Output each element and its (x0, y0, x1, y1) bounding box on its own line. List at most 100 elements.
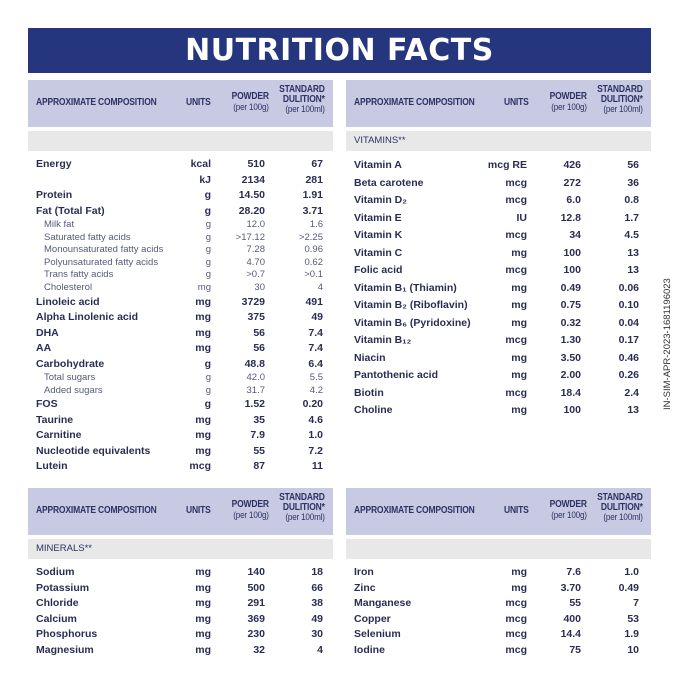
nutrient-name: Fat (Total Fat) (36, 204, 105, 217)
standard-value: 0.17 (618, 334, 639, 346)
standard-value: 1.7 (624, 211, 639, 224)
nutrient-name: Vitamin B₁₂ (354, 334, 412, 346)
table-row: Magnesium mg 32 4 (28, 643, 333, 659)
unit: mg (195, 581, 211, 594)
powder-sub: (per 100g) (233, 510, 269, 521)
nutrient-name: Added sugars (44, 384, 103, 396)
standard-value: 2.4 (624, 386, 639, 399)
header-units: UNITS (504, 505, 529, 516)
powder-value: 1.30 (560, 334, 581, 346)
powder-value: 28.20 (238, 204, 265, 217)
dilution-label: DULITION* (283, 94, 325, 105)
standard-value: 0.04 (618, 316, 639, 329)
standard-value: 56 (627, 159, 639, 171)
nutrient-name: Vitamin C (354, 246, 403, 259)
unit: kcal (190, 158, 211, 170)
table-row: AA mg 56 7.4 (28, 341, 333, 357)
table-row: Chloride mg 291 38 (28, 596, 333, 612)
powder-value: 18.4 (560, 386, 581, 399)
table-row: Vitamin D₂ mcg 6.0 0.8 (346, 192, 651, 210)
standard-value: 0.8 (624, 194, 639, 206)
nutrient-name: Copper (354, 612, 391, 625)
unit: mg (195, 326, 211, 339)
powder-label: POWDER (549, 91, 587, 102)
header-composition: APPROXIMATE COMPOSITION (354, 97, 475, 108)
standard-label: STANDARD (597, 84, 643, 95)
standard-value: 281 (305, 173, 323, 186)
nutrient-name: Manganese (354, 597, 412, 610)
table-row: Protein g 14.50 1.91 (28, 188, 333, 204)
table-row: Saturated fatty acids g >17.12 >2.25 (28, 232, 333, 245)
powder-label: POWDER (549, 499, 587, 510)
powder-value: 400 (563, 612, 581, 625)
powder-value: 426 (563, 159, 581, 171)
powder-value: 14.50 (238, 189, 265, 201)
table-row: Folic acid mcg 100 13 (346, 262, 651, 280)
powder-value: 6.0 (566, 194, 581, 206)
powder-value: 100 (563, 404, 581, 416)
standard-value: 30 (311, 628, 323, 641)
nutrient-name: Beta carotene (354, 176, 424, 189)
standard-sub: (per 100ml) (285, 104, 326, 115)
header-units: UNITS (186, 97, 211, 108)
powder-value: 7.6 (566, 566, 581, 578)
unit: mg (195, 628, 211, 641)
powder-value: 230 (247, 628, 265, 641)
table-row: kJ 2134 281 (28, 173, 333, 189)
standard-value: 7.4 (308, 326, 323, 339)
powder-value: 510 (247, 158, 265, 170)
unit: mcg (505, 643, 527, 656)
nutrient-name: Polyunsaturated fatty acids (44, 256, 159, 268)
nutrient-name: FOS (36, 398, 58, 411)
table-row: Phosphorus mg 230 30 (28, 627, 333, 643)
nutrient-name: Nucleotide equivalents (36, 444, 151, 457)
standard-value: 67 (311, 158, 323, 170)
table-row: Iodine mcg 75 10 (346, 643, 651, 659)
nutrient-name: Carnitine (36, 429, 82, 442)
nutrient-name: Selenium (354, 628, 401, 641)
nutrient-name: Linoleic acid (36, 295, 100, 308)
standard-value: 0.62 (304, 256, 324, 268)
unit: g (204, 398, 211, 411)
standard-value: 0.49 (618, 581, 639, 594)
standard-value: 1.0 (308, 429, 323, 442)
standard-value: 0.46 (618, 351, 639, 364)
standard-value: 1.0 (624, 566, 639, 578)
table-row: Added sugars g 31.7 4.2 (28, 385, 333, 398)
standard-label: STANDARD (279, 84, 325, 95)
header-standard: STANDARD DULITION* (per 100ml) (597, 493, 643, 523)
header-powder: POWDER (per 100g) (232, 499, 269, 521)
standard-value: 1.6 (309, 219, 323, 230)
standard-value: 0.10 (618, 299, 639, 311)
powder-value: 7.28 (246, 244, 266, 256)
nutrient-name: DHA (36, 326, 59, 339)
powder-value: 100 (563, 246, 581, 259)
unit: mg (195, 597, 211, 610)
unit: g (204, 357, 211, 370)
table-row: Vitamin K mcg 34 4.5 (346, 227, 651, 245)
unit: mcg (505, 229, 527, 241)
header-composition: APPROXIMATE COMPOSITION (36, 97, 157, 108)
unit: g (205, 244, 211, 256)
header-composition: APPROXIMATE COMPOSITION (36, 505, 157, 516)
table-row: DHA mg 56 7.4 (28, 326, 333, 342)
unit: mg (195, 311, 211, 324)
powder-value: >17.12 (235, 231, 265, 243)
nutrient-name: Saturated fatty acids (44, 231, 131, 243)
unit: mg (511, 281, 527, 294)
standard-value: 13 (627, 264, 639, 276)
unit: mcg (505, 386, 527, 399)
table-row: Vitamin B₂ (Riboflavin) mg 0.75 0.10 (346, 297, 651, 315)
standard-value: 1.9 (624, 628, 639, 641)
unit: g (204, 189, 211, 201)
table-row: Linoleic acid mg 3729 491 (28, 295, 333, 311)
powder-value: 30 (254, 281, 265, 293)
nutrient-name: Carbohydrate (36, 357, 105, 370)
nutrient-name: Milk fat (44, 219, 75, 230)
unit: mcg (505, 264, 527, 276)
standard-value: 3.71 (302, 204, 323, 217)
nutrient-name: Vitamin A (354, 159, 402, 171)
standard-value: 18 (311, 566, 323, 578)
table-row: Biotin mcg 18.4 2.4 (346, 385, 651, 403)
standard-value: >2.25 (298, 231, 323, 243)
